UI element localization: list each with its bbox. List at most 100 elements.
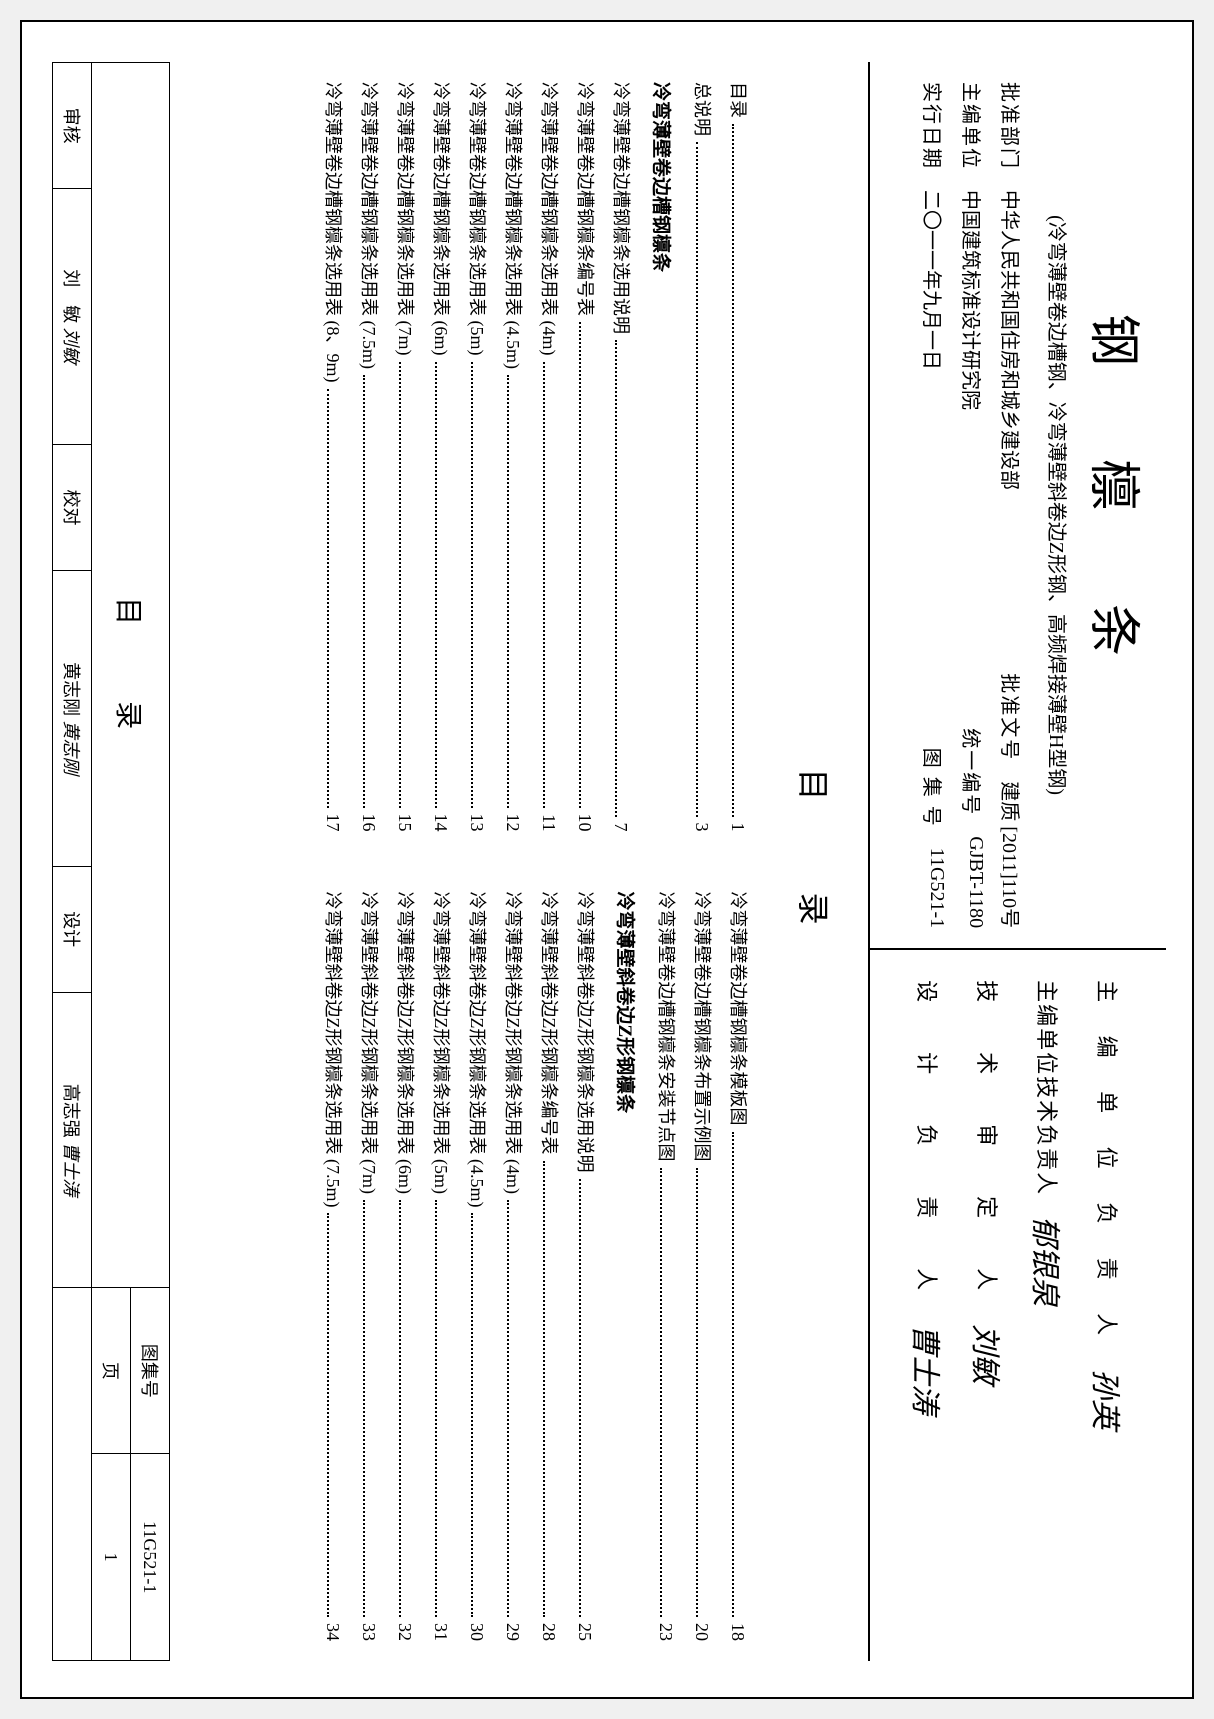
signature-label: 技 术 审 定 人 bbox=[972, 980, 1004, 1304]
footer: 目 录 图集号 11G521-1 页 1 审核刘 敏 刘敏校对黄志刚 黄志刚设计… bbox=[52, 62, 170, 1661]
toc-entry: 冷弯薄壁卷边槽钢檩条选用说明 7 bbox=[609, 82, 635, 832]
main-title: 钢 檩 条 bbox=[1081, 82, 1156, 928]
toc-entry-text: 冷弯薄壁卷边槽钢檩条模板图 bbox=[726, 892, 752, 1126]
toc-dots bbox=[507, 1200, 509, 1617]
toc-entry: 冷弯薄壁卷边槽钢檩条选用表 (7.5m) 16 bbox=[357, 82, 383, 832]
toc-entry: 冷弯薄壁斜卷边Z形钢檩条选用表 (4.5m) 30 bbox=[465, 892, 491, 1642]
signature-line: 主编单位技术负责人郁银泉 bbox=[1026, 980, 1070, 1631]
toc-entry-text: 冷弯薄壁卷边槽钢檩条选用表 (4.5m) bbox=[501, 82, 527, 369]
meta-label: 批准部门 bbox=[997, 82, 1026, 170]
toc-entry: 总说明3 bbox=[690, 82, 716, 832]
toc-dots bbox=[363, 375, 365, 808]
toc-entry-text: 冷弯薄壁斜卷边Z形钢檩条选用说明 bbox=[573, 892, 599, 1173]
page: 钢 檩 条 (冷弯薄壁卷边槽钢、冷弯薄壁斜卷边Z形钢、高频焊接薄壁H型钢) 批准… bbox=[20, 20, 1194, 1699]
toc-entry-page: 34 bbox=[322, 1623, 343, 1641]
toc-entry: 冷弯薄壁斜卷边Z形钢檩条选用表 (7m) 33 bbox=[357, 892, 383, 1642]
toc-dots bbox=[579, 322, 581, 808]
toc-entry: 冷弯薄壁斜卷边Z形钢檩条选用表 (5m)31 bbox=[429, 892, 455, 1642]
toc-dots bbox=[471, 1213, 473, 1617]
footer-table: 目 录 图集号 11G521-1 页 1 审核刘 敏 刘敏校对黄志刚 黄志刚设计… bbox=[52, 62, 170, 1661]
signature-name: 曹士涛 bbox=[906, 1324, 950, 1414]
toc-entry: 目录 1 bbox=[726, 82, 752, 832]
toc-entry-text: 冷弯薄壁斜卷边Z形钢檩条选用表 (7.5m) bbox=[321, 892, 347, 1208]
toc-dots bbox=[399, 1200, 401, 1617]
toc-entry: 冷弯薄壁卷边槽钢檩条安装节点图23 bbox=[654, 892, 680, 1642]
signature-block: 主 编 单 位 负 责 人孙英主编单位技术负责人郁银泉技 术 审 定 人刘敏设 … bbox=[870, 950, 1166, 1661]
toc-entry-text: 冷弯薄壁卷边槽钢檩条布置示例图 bbox=[690, 892, 716, 1162]
footer-role-label: 设计 bbox=[53, 866, 92, 992]
toc-entry-page: 29 bbox=[502, 1623, 523, 1641]
toc-entry: 冷弯薄壁卷边槽钢檩条布置示例图 20 bbox=[690, 892, 716, 1642]
toc-dots bbox=[615, 340, 617, 817]
meta-line: 实行日期二〇一一年九月一日图 集 号11G521-1 bbox=[919, 82, 948, 928]
toc-entry: 冷弯薄壁卷边槽钢檩条选用表 (5m)13 bbox=[465, 82, 491, 832]
toc-entry-text: 冷弯薄壁斜卷边Z形钢檩条选用表 (7m) bbox=[357, 892, 383, 1194]
toc-dots bbox=[399, 362, 401, 808]
toc-entry: 冷弯薄壁卷边槽钢檩条选用表 (7m)15 bbox=[393, 82, 419, 832]
toc-dots bbox=[696, 1168, 698, 1618]
meta-label2: 图 集 号 bbox=[919, 748, 948, 828]
toc-entry-text: 目录 bbox=[726, 82, 752, 118]
toc-title: 目 录 bbox=[792, 82, 838, 1641]
toc-dots bbox=[327, 389, 329, 808]
meta-label: 主编单位 bbox=[958, 82, 987, 170]
toc-entry: 冷弯薄壁卷边槽钢檩条选用表 (8、9m)17 bbox=[321, 82, 347, 832]
subtitle: (冷弯薄壁卷边槽钢、冷弯薄壁斜卷边Z形钢、高频焊接薄壁H型钢) bbox=[1044, 82, 1073, 928]
toc-entry-page: 3 bbox=[691, 823, 712, 832]
signature-line: 技 术 审 定 人刘敏 bbox=[966, 980, 1010, 1631]
toc-entry-page: 17 bbox=[322, 814, 343, 832]
album-label: 图集号 bbox=[131, 1288, 170, 1454]
footer-title-cell: 目 录 bbox=[92, 63, 170, 1288]
footer-role-name: 高志强 曹士涛 bbox=[53, 992, 92, 1288]
toc-entry-text: 冷弯薄壁斜卷边Z形钢檩条选用表 (4m) bbox=[501, 892, 527, 1194]
toc-dots bbox=[507, 375, 509, 808]
toc-dots bbox=[435, 362, 437, 808]
toc-section-heading: 冷弯薄壁卷边槽钢檩条 bbox=[649, 82, 676, 832]
toc-dots bbox=[435, 1200, 437, 1617]
toc-dots bbox=[732, 124, 734, 817]
signature-label: 主 编 单 位 负 责 人 bbox=[1092, 980, 1124, 1349]
page-inner: 钢 檩 条 (冷弯薄壁卷边槽钢、冷弯薄壁斜卷边Z形钢、高频焊接薄壁H型钢) 批准… bbox=[22, 22, 1196, 1701]
toc-entry: 冷弯薄壁斜卷边Z形钢檩条编号表28 bbox=[537, 892, 563, 1642]
signature-label: 主编单位技术负责人 bbox=[1032, 980, 1064, 1196]
toc-columns: 目录1总说明3冷弯薄壁卷边槽钢檩条冷弯薄壁卷边槽钢檩条选用说明7冷弯薄壁卷边槽钢… bbox=[311, 82, 762, 1641]
meta-value: 中华人民共和国住房和城乡建设部 bbox=[997, 190, 1026, 653]
toc-entry-page: 7 bbox=[610, 823, 631, 832]
toc-dots bbox=[543, 362, 545, 809]
meta-value: 二〇一一年九月一日 bbox=[919, 190, 948, 728]
toc-right-column: 冷弯薄壁卷边槽钢檩条模板图18冷弯薄壁卷边槽钢檩条布置示例图20冷弯薄壁卷边槽钢… bbox=[311, 892, 762, 1642]
toc-entry: 冷弯薄壁斜卷边Z形钢檩条选用表 (4m) 29 bbox=[501, 892, 527, 1642]
toc-entry-page: 32 bbox=[394, 1623, 415, 1641]
meta-label2: 批准文号 bbox=[997, 673, 1026, 761]
toc-entry-page: 16 bbox=[358, 814, 379, 832]
toc-entry-text: 冷弯薄壁卷边槽钢檩条编号表 bbox=[573, 82, 599, 316]
toc-dots bbox=[543, 1161, 545, 1618]
toc-entry: 冷弯薄壁卷边槽钢檩条选用表 (4.5m)12 bbox=[501, 82, 527, 832]
toc-entry-page: 20 bbox=[691, 1623, 712, 1641]
signature-line: 主 编 单 位 负 责 人孙英 bbox=[1086, 980, 1130, 1631]
toc-entry: 冷弯薄壁卷边槽钢檩条选用表 (4m)11 bbox=[537, 82, 563, 832]
toc-entry: 冷弯薄壁卷边槽钢檩条选用表 (6m)14 bbox=[429, 82, 455, 832]
toc-entry-page: 1 bbox=[727, 823, 748, 832]
toc-entry-text: 冷弯薄壁斜卷边Z形钢檩条选用表 (4.5m) bbox=[465, 892, 491, 1208]
toc-entry: 冷弯薄壁卷边槽钢檩条编号表 10 bbox=[573, 82, 599, 832]
toc-entry-page: 14 bbox=[430, 814, 451, 832]
signature-line: 设 计 负 责 人曹士涛 bbox=[906, 980, 950, 1631]
header-row: 钢 檩 条 (冷弯薄壁卷边槽钢、冷弯薄壁斜卷边Z形钢、高频焊接薄壁H型钢) 批准… bbox=[868, 62, 1166, 1661]
page-label: 页 bbox=[92, 1288, 131, 1454]
toc-entry-page: 33 bbox=[358, 1623, 379, 1641]
toc-entry-page: 30 bbox=[466, 1623, 487, 1641]
toc-entry-text: 冷弯薄壁卷边槽钢檩条选用表 (4m) bbox=[537, 82, 563, 356]
toc-entry-page: 10 bbox=[574, 814, 595, 832]
toc-dots bbox=[363, 1200, 365, 1617]
toc-entry-text: 冷弯薄壁卷边槽钢檩条选用说明 bbox=[609, 82, 635, 334]
toc-entry: 冷弯薄壁斜卷边Z形钢檩条选用表 (7.5m) 34 bbox=[321, 892, 347, 1642]
toc-entry-text: 冷弯薄壁斜卷边Z形钢檩条选用表 (6m) bbox=[393, 892, 419, 1194]
toc-dots bbox=[660, 1168, 662, 1618]
meta-value2: 11G521-1 bbox=[919, 848, 948, 928]
signature-name: 郁银泉 bbox=[1026, 1216, 1070, 1306]
toc-dots bbox=[732, 1132, 734, 1618]
toc-entry-text: 冷弯薄壁斜卷边Z形钢檩条选用表 (5m) bbox=[429, 892, 455, 1194]
toc-entry-text: 冷弯薄壁卷边槽钢檩条选用表 (7.5m) bbox=[357, 82, 383, 369]
toc-entry-page: 13 bbox=[466, 814, 487, 832]
